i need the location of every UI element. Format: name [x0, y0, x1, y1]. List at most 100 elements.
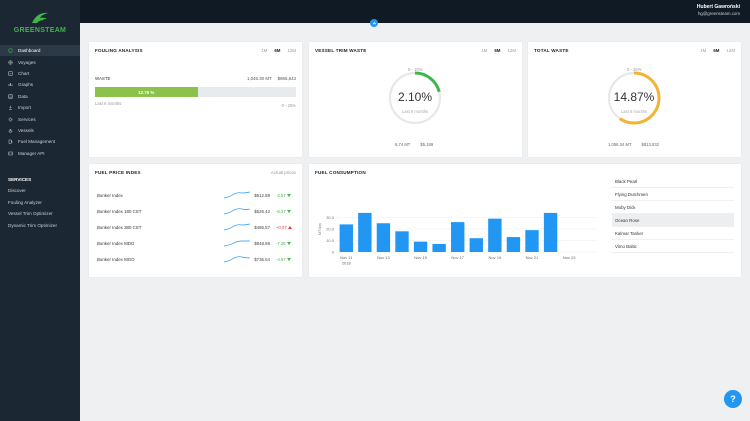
collapse-toggle-button[interactable]: [370, 19, 378, 27]
sidebar: GREENSTEAM Dashboard Voyages Chart Graphs Da…: [0, 0, 80, 421]
y-tick-label: 10.0: [326, 238, 335, 243]
vessel-item-moby-dick[interactable]: Moby Dick: [612, 201, 734, 214]
arrow-down-icon: [286, 257, 291, 261]
bar[interactable]: [395, 231, 409, 252]
vessel-item-kalmar-tanker[interactable]: Kalmar Tanker: [612, 227, 734, 240]
index-price: $848.86: [254, 240, 271, 246]
brand-logo[interactable]: GREENSTEAM: [0, 0, 80, 44]
arrow-down-icon: [286, 193, 291, 197]
sidebar-item-dashboard[interactable]: Dashboard: [0, 45, 80, 57]
range-12m[interactable]: 12M: [507, 48, 516, 53]
waste-progress-bar: 12.76 %: [95, 87, 296, 97]
sidebar-item-import[interactable]: Import: [0, 102, 80, 113]
sidebar-item-fuel-management[interactable]: Fuel Management: [0, 136, 80, 147]
gauge-scale: 0 - 10%: [408, 67, 423, 72]
service-item-dynamic-trim-optimizer[interactable]: Dynamic Trim Optimizer: [8, 222, 58, 228]
sidebar-item-label: Import: [18, 105, 32, 111]
user-menu[interactable]: Hubert Gawroński hg@greensteam.com: [697, 4, 740, 16]
index-change: +0.07: [276, 225, 292, 230]
sidebar-item-label: Chart: [18, 70, 30, 76]
waste-usd: $865,643: [277, 76, 296, 81]
bar[interactable]: [358, 212, 372, 252]
sparkline: [224, 208, 251, 215]
trim-usd: $5,189: [420, 142, 434, 147]
arrow-down-icon: [286, 209, 291, 213]
waste-tonnes: 1,045.30 MT: [247, 76, 272, 81]
sidebar-item-label: Data: [18, 93, 28, 99]
sidebar-item-graphs[interactable]: Graphs: [0, 79, 80, 90]
fuel-icon: [7, 139, 13, 145]
fuel-price-row[interactable]: Bunker Index MDO $848.86 -7.26: [97, 238, 292, 248]
card-title: VESSEL TRIM WASTE: [315, 48, 367, 53]
index-change: -4.67: [276, 257, 292, 262]
help-button[interactable]: ?: [724, 390, 742, 408]
sidebar-item-vessels[interactable]: Vessels: [0, 125, 80, 136]
gauge-arc: [607, 71, 661, 125]
period-note: Last 6 months: [95, 101, 122, 106]
vessel-item-black-pearl[interactable]: Black Pearl: [612, 175, 734, 188]
sidebar-item-data[interactable]: Data: [0, 91, 80, 102]
sidebar-item-voyages[interactable]: Voyages: [0, 56, 80, 67]
bar[interactable]: [488, 218, 502, 252]
fuel-price-row[interactable]: Bunker Index 180 CST $526.42 -6.37: [97, 206, 292, 216]
sidebar-item-label: Dashboard: [18, 48, 41, 54]
arrow-down-icon: [286, 241, 291, 245]
range-6m[interactable]: 6M: [494, 48, 501, 53]
bar[interactable]: [469, 238, 483, 252]
sidebar-item-label: Services: [18, 116, 36, 122]
fuel-price-row[interactable]: Bunker Index MGO $736.64 -4.67: [97, 254, 292, 264]
x-tick-label: Nov 11: [340, 255, 353, 260]
top-bar: Hubert Gawroński hg@greensteam.com: [80, 0, 750, 23]
card-title: TOTAL WASTE: [534, 48, 569, 53]
sidebar-item-manager-api[interactable]: Manager API: [0, 148, 80, 159]
range-1m[interactable]: 1M: [481, 48, 488, 53]
service-item-fouling-analyzer[interactable]: Fouling Analyzer: [8, 199, 42, 205]
vessel-item-ocean-rose[interactable]: Ocean Rose: [612, 214, 734, 227]
graph-icon: [7, 82, 13, 88]
bar[interactable]: [376, 223, 391, 252]
range-6m[interactable]: 6M: [713, 48, 720, 53]
change-value: -7.26: [276, 240, 286, 246]
gauge-scale: 0 - 25%: [627, 67, 642, 72]
change-value: -6.37: [276, 208, 286, 214]
bar[interactable]: [339, 224, 353, 252]
sparkline: [224, 191, 251, 199]
range-12m[interactable]: 12M: [726, 48, 735, 53]
total-usd: $813,832: [641, 142, 659, 147]
api-icon: [7, 150, 13, 156]
service-item-vessel-trim-optimizer[interactable]: Vessel Trim Optimizer: [8, 211, 53, 217]
index-price: $526.42: [254, 208, 271, 214]
bar[interactable]: [543, 212, 558, 252]
user-email: hg@greensteam.com: [697, 11, 740, 16]
change-value: -2.57: [276, 192, 286, 198]
bar[interactable]: [413, 241, 428, 252]
index-name: Bunker Index MGO: [97, 256, 135, 262]
range-6m[interactable]: 6M: [274, 48, 281, 53]
fuel-price-row[interactable]: Bunker Index $612.89 -2.57: [97, 190, 292, 200]
service-item-discover[interactable]: Discover: [8, 188, 26, 194]
range-selector: 1M 6M 12M: [261, 48, 296, 53]
bar[interactable]: [525, 230, 539, 252]
vessel-item-vimo-baltic[interactable]: Vimo Baltic: [612, 240, 734, 253]
sidebar-item-chart[interactable]: Chart: [0, 68, 80, 79]
actual-prices-label[interactable]: Actual prices: [270, 170, 296, 175]
bar[interactable]: [451, 222, 465, 252]
vessel-item-flying-dutchmen[interactable]: Flying Dutchmen: [612, 188, 734, 201]
vessel-trim-waste-card: VESSEL TRIM WASTE 1M 6M 12M 0 - 10% 2.10% …: [309, 42, 522, 157]
sidebar-item-label: Voyages: [18, 59, 36, 65]
services-icon: [7, 116, 13, 122]
fuel-price-row[interactable]: Bunker Index 380 CST $486.57 +0.07: [97, 222, 292, 232]
range-12m[interactable]: 12M: [287, 48, 296, 53]
range-1m[interactable]: 1M: [700, 48, 707, 53]
index-change: -6.37: [276, 209, 292, 214]
dashboard-icon: [7, 48, 13, 54]
chevron-up-icon: [372, 21, 376, 25]
bar[interactable]: [432, 243, 446, 252]
arrow-up-icon: [287, 225, 292, 229]
x-tick-label: Nov 23: [563, 255, 576, 260]
range-1m[interactable]: 1M: [261, 48, 268, 53]
bar[interactable]: [506, 237, 521, 252]
sidebar-item-services[interactable]: Services: [0, 113, 80, 124]
change-value: -4.67: [276, 256, 286, 262]
index-name: Bunker Index 380 CST: [97, 224, 142, 230]
